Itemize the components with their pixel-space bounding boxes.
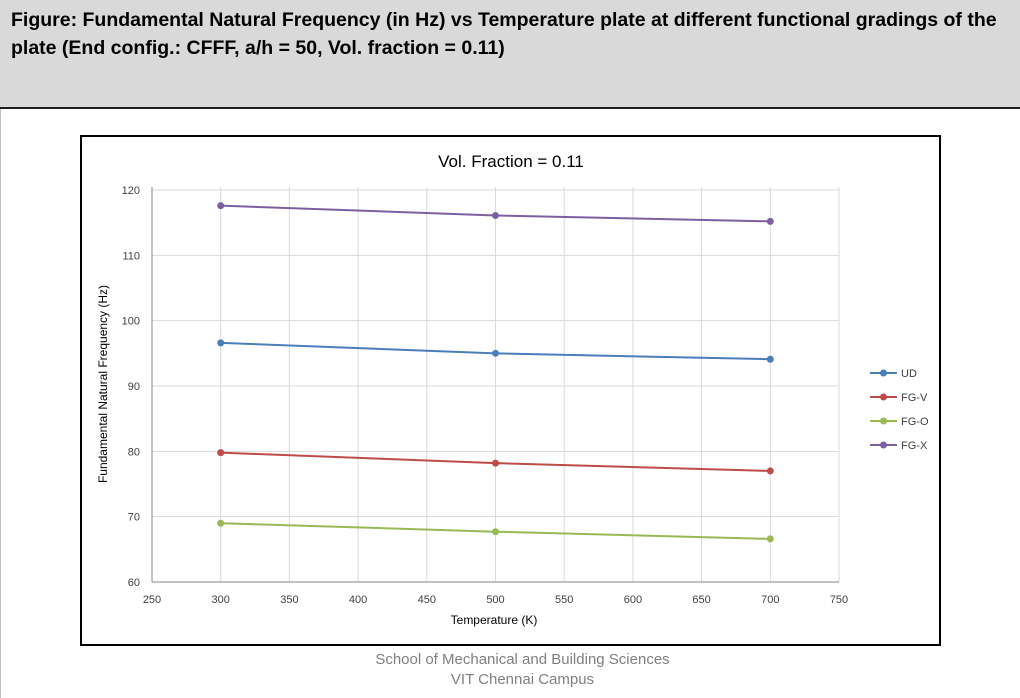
y-tick-label: 110	[122, 250, 140, 262]
footer-campus-name: VIT Chennai Campus	[450, 671, 595, 688]
chart-title: Vol. Fraction = 0.11	[438, 152, 584, 171]
legend-swatch-marker	[880, 417, 887, 425]
x-tick-label: 700	[761, 594, 779, 606]
data-point	[766, 217, 774, 225]
y-tick-label: 60	[128, 577, 140, 589]
legend-label: FG-V	[901, 392, 928, 404]
y-tick-label: 100	[122, 316, 140, 328]
x-tick-label: 350	[280, 594, 298, 606]
series-lines	[217, 202, 774, 543]
series-fg-o	[217, 519, 774, 543]
data-point	[217, 339, 225, 347]
legend-entry: FG-O	[870, 416, 929, 428]
y-tick-label: 70	[128, 512, 140, 524]
legend-entry: UD	[870, 368, 917, 380]
chart-frame: 250 300 350 400 450 500 550 600 650 700 750 60 70 80 9…	[80, 135, 941, 646]
x-tick-label: 300	[212, 594, 230, 606]
legend-label: FG-X	[901, 440, 928, 452]
data-point	[766, 467, 774, 475]
y-tick-label: 120	[122, 185, 140, 197]
legend-entry: FG-V	[870, 392, 928, 404]
data-point	[492, 349, 499, 357]
y-tick-label: 80	[128, 446, 140, 458]
legend-swatch-marker	[880, 441, 887, 449]
x-tick-label: 550	[555, 594, 573, 606]
x-tick-label: 600	[624, 594, 642, 606]
left-border-line	[0, 109, 1, 698]
data-point	[766, 355, 774, 363]
data-point	[492, 211, 499, 219]
x-tick-label: 650	[692, 594, 710, 606]
y-tick-label: 90	[128, 381, 140, 393]
figure-caption: Figure: Fundamental Natural Frequency (i…	[11, 9, 997, 59]
series-fg-v	[217, 449, 774, 475]
series-fg-x	[217, 202, 774, 225]
legend-label: FG-O	[901, 416, 929, 428]
data-point	[217, 519, 225, 527]
y-axis-title: Fundamental Natural Frequency (Hz)	[96, 285, 110, 483]
axes: 250 300 350 400 450 500 550 600 650 700 750 60 70 80 9…	[122, 185, 849, 606]
x-tick-label: 450	[418, 594, 436, 606]
data-point	[766, 535, 774, 543]
x-axis-title: Temperature (K)	[451, 613, 538, 627]
legend-entry: FG-X	[870, 440, 928, 452]
series-ud	[217, 339, 774, 363]
footer-school-name: School of Mechanical and Building Scienc…	[375, 651, 670, 668]
x-tick-label: 750	[830, 594, 848, 606]
data-point	[217, 202, 225, 210]
legend: UD FG-V FG-O FG-X	[870, 368, 929, 452]
line-chart: 250 300 350 400 450 500 550 600 650 700 750 60 70 80 9…	[96, 152, 929, 627]
legend-label: UD	[901, 368, 917, 380]
legend-swatch-marker	[880, 369, 887, 377]
x-tick-label: 400	[349, 594, 367, 606]
figure-header: Figure: Fundamental Natural Frequency (i…	[0, 0, 1020, 109]
x-tick-label: 250	[143, 594, 161, 606]
data-point	[492, 459, 499, 467]
data-point	[492, 528, 499, 536]
data-point	[217, 449, 225, 457]
gridlines	[152, 187, 840, 582]
legend-swatch-marker	[880, 393, 887, 401]
x-tick-label: 500	[486, 594, 504, 606]
